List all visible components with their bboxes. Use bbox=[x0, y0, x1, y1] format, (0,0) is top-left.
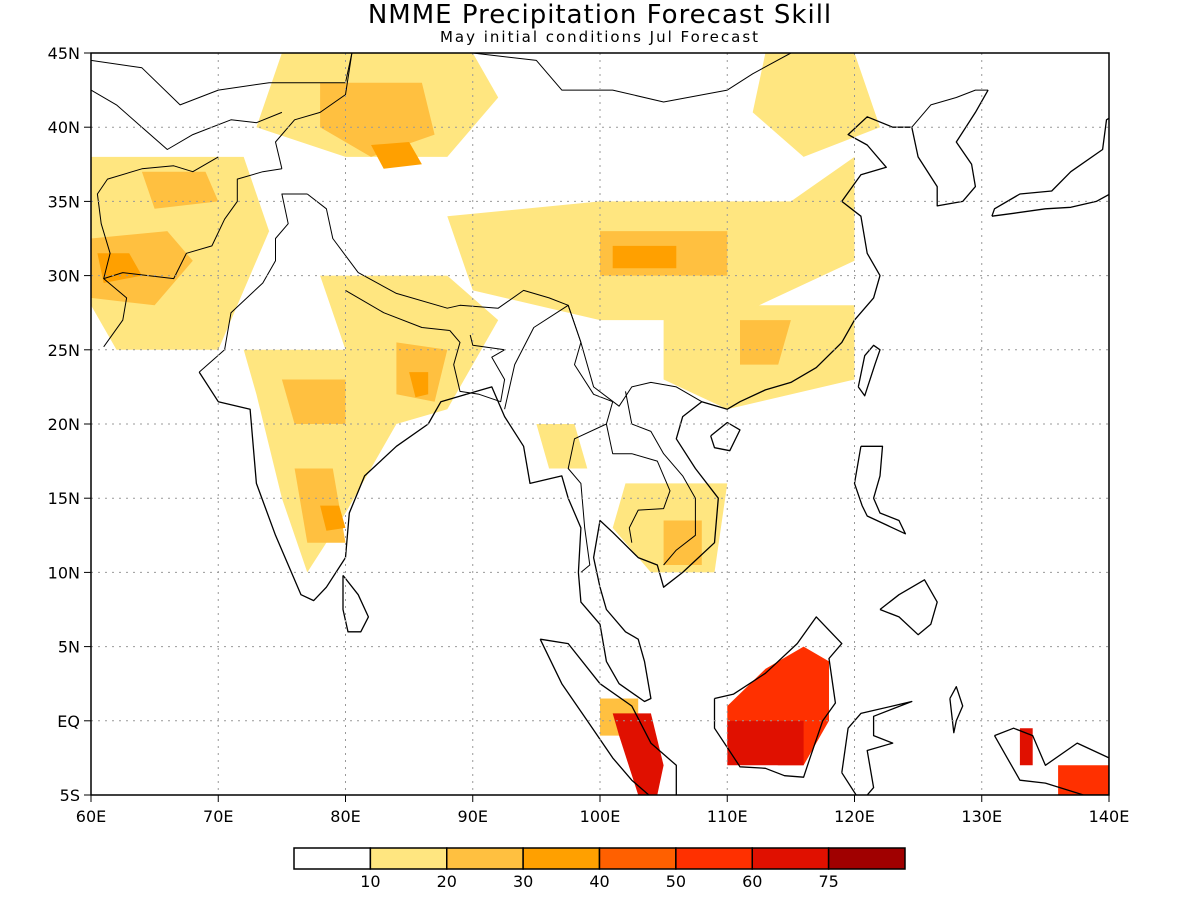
colorbar-label: 40 bbox=[589, 872, 609, 891]
lon-tick-label: 140E bbox=[1089, 807, 1130, 826]
lat-tick-label: 5S bbox=[60, 786, 80, 805]
lon-tick-label: 120E bbox=[834, 807, 875, 826]
colorbar-swatch bbox=[522, 847, 601, 870]
colorbar-label: 30 bbox=[513, 872, 533, 891]
border-china-russia-east bbox=[816, 0, 848, 38]
border-china-west bbox=[275, 53, 353, 169]
coastline-taiwan bbox=[857, 344, 881, 397]
border-china-north-korea bbox=[911, 89, 989, 128]
skill-region-india-central bbox=[281, 379, 346, 424]
lon-tick-label: 80E bbox=[330, 807, 360, 826]
lat-tick-label: 40N bbox=[48, 118, 80, 137]
skill-region-tibet-max bbox=[612, 245, 677, 269]
colorbar: 10 20 30 40 50 60 75 bbox=[293, 847, 906, 891]
colorbar-label: 75 bbox=[818, 872, 838, 891]
colorbar-swatch bbox=[446, 847, 524, 870]
lon-tick-label: 130E bbox=[961, 807, 1002, 826]
lon-tick-label: 90E bbox=[458, 807, 488, 826]
coastline-japan-honshu bbox=[991, 117, 1109, 217]
lat-tick-label: 20N bbox=[48, 415, 80, 434]
lat-tick-label: 15N bbox=[48, 489, 80, 508]
lat-tick-label: 25N bbox=[48, 341, 80, 360]
coastline-new-guinea bbox=[993, 727, 1109, 795]
skill-region-india-west bbox=[243, 349, 397, 573]
lon-axis: 60E 70E 80E 90E 100E 110E 120E 130E 140E bbox=[76, 795, 1130, 826]
lon-tick-label: 60E bbox=[76, 807, 106, 826]
border-thai-laos-cambodia bbox=[605, 423, 671, 543]
coastline-luzon bbox=[853, 445, 907, 535]
lat-tick-label: 10N bbox=[48, 563, 80, 582]
skill-region-east-china-core bbox=[740, 320, 791, 365]
coastline-hainan bbox=[710, 421, 741, 452]
colorbar-swatch bbox=[751, 847, 830, 870]
coastline-sri-lanka bbox=[342, 574, 370, 633]
skill-shading-layer bbox=[91, 53, 1109, 795]
skill-region-borneo-core bbox=[727, 720, 804, 766]
skill-region-kazakh-core bbox=[320, 82, 435, 157]
colorbar-swatch bbox=[598, 847, 677, 870]
coastline-bay-east-coast bbox=[466, 116, 912, 703]
skill-region-ganges-core bbox=[396, 342, 448, 402]
colorbar-label: 20 bbox=[437, 872, 457, 891]
lat-tick-label: EQ bbox=[57, 712, 80, 731]
border-iran-afghan bbox=[96, 156, 219, 279]
border-china-south bbox=[567, 305, 703, 407]
lat-axis: 45N 40N 35N 30N 25N 20N 15N 10N 5N EQ 5S bbox=[48, 44, 91, 805]
lat-tick-label: 5N bbox=[58, 638, 80, 657]
border-pakistan-afghan bbox=[103, 168, 282, 348]
coastline-borneo bbox=[713, 616, 843, 778]
lat-tick-label: 30N bbox=[48, 267, 80, 286]
lat-tick-label: 35N bbox=[48, 192, 80, 211]
skill-region-tarim-max bbox=[371, 142, 422, 169]
skill-region-myanmar bbox=[536, 424, 588, 469]
colorbar-label: 50 bbox=[666, 872, 686, 891]
coastline-sulawesi bbox=[841, 700, 913, 795]
colorbar-label: 60 bbox=[742, 872, 762, 891]
border-india-pakistan bbox=[198, 193, 308, 373]
page-subtitle: May initial conditions Jul Forecast bbox=[439, 28, 761, 46]
coastline-korea bbox=[911, 89, 989, 207]
colorbar-swatch bbox=[675, 847, 753, 870]
colorbar-label: 10 bbox=[360, 872, 380, 891]
border-china-mongolia bbox=[472, 53, 792, 103]
gridline-layer bbox=[91, 53, 1109, 795]
lat-tick-label: 45N bbox=[48, 44, 80, 63]
coastline-halmahera bbox=[949, 686, 964, 734]
skill-region-new-guinea-south bbox=[1058, 765, 1109, 795]
border-nepal-south bbox=[345, 289, 450, 331]
lon-tick-label: 110E bbox=[707, 807, 748, 826]
border-laos-vietnam bbox=[625, 391, 696, 566]
border-bangladesh bbox=[449, 330, 506, 403]
skill-region-ganges-max bbox=[409, 372, 429, 398]
colorbar-swatch bbox=[369, 847, 448, 870]
skill-region-afghan-north bbox=[141, 171, 219, 209]
skill-region-sumatra-max bbox=[612, 713, 664, 795]
skill-region-mongolia-east bbox=[752, 53, 880, 157]
skill-region-new-guinea-west bbox=[1019, 728, 1033, 766]
skill-region-iran-core bbox=[91, 231, 193, 306]
colorbar-swatch bbox=[827, 847, 906, 870]
skill-region-india-south-max bbox=[320, 505, 346, 531]
lon-tick-label: 100E bbox=[580, 807, 621, 826]
colorbar-swatch bbox=[293, 847, 372, 870]
border-himalaya-north bbox=[306, 193, 569, 309]
page-title: NMME Precipitation Forecast Skill bbox=[367, 0, 833, 30]
lon-tick-label: 70E bbox=[203, 807, 233, 826]
title-block: NMME Precipitation Forecast Skill May in… bbox=[0, 0, 1200, 46]
border-turkmen-uzbek bbox=[91, 89, 283, 150]
coastline-mindanao bbox=[879, 579, 938, 636]
coastline-india-coast bbox=[198, 371, 467, 602]
